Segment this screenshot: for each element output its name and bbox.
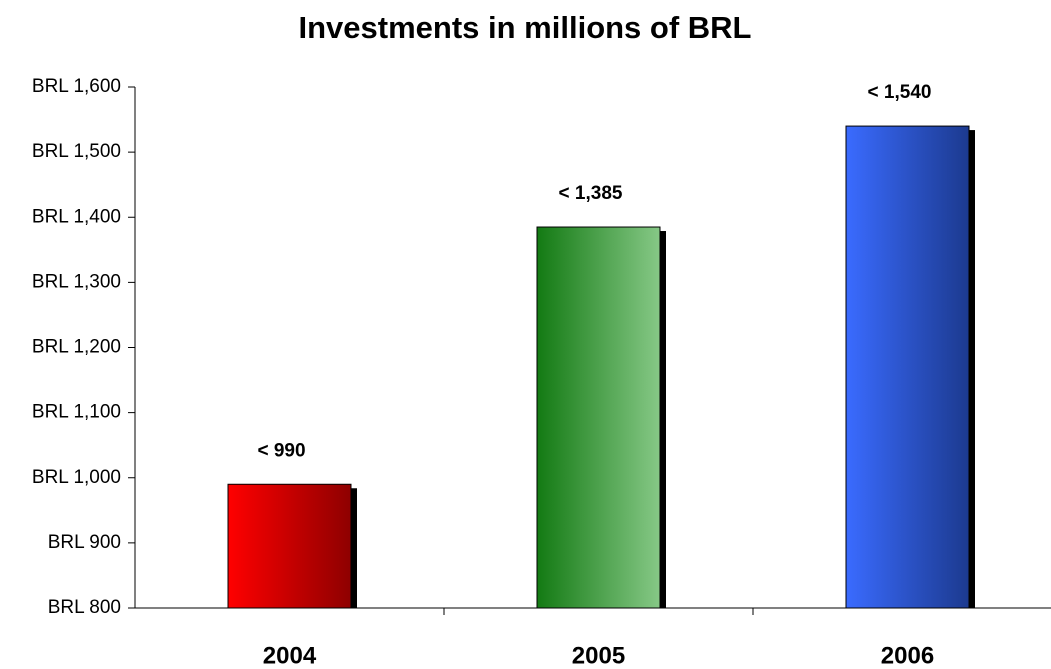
y-tick-label: BRL 1,100 — [32, 402, 121, 423]
x-tick-label: 2004 — [263, 642, 317, 669]
x-tick-label: 2005 — [572, 642, 625, 669]
y-tick-label: BRL 1,600 — [32, 76, 121, 97]
bar — [227, 483, 352, 609]
y-tick-label: BRL 1,200 — [32, 337, 121, 358]
bar — [845, 125, 970, 609]
value-label: < 990 — [257, 440, 305, 461]
y-tick-label: BRL 1,000 — [32, 467, 121, 488]
y-tick-label: BRL 900 — [48, 532, 121, 553]
y-tick-label: BRL 800 — [48, 597, 121, 618]
x-tick-label: 2006 — [881, 642, 934, 669]
value-label: < 1,385 — [559, 183, 623, 204]
bar — [536, 226, 661, 609]
y-tick-label: BRL 1,500 — [32, 141, 121, 162]
y-tick-label: BRL 1,400 — [32, 206, 121, 227]
value-label: < 1,540 — [868, 82, 932, 103]
y-tick-label: BRL 1,300 — [32, 271, 121, 292]
chart-title: Investments in millions of BRL — [299, 10, 752, 45]
